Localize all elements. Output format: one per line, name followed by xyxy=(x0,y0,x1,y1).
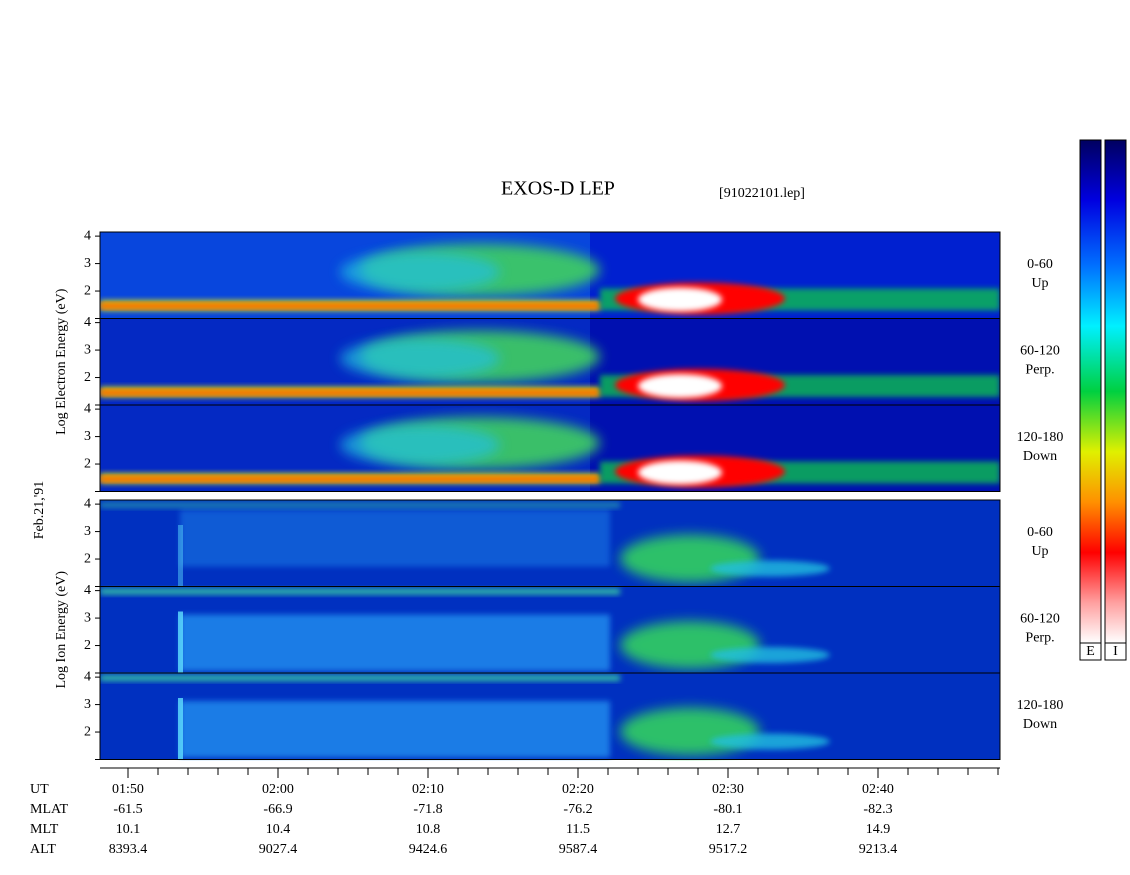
ephemeris-label: UT xyxy=(30,782,49,797)
y-tick-label: 4 xyxy=(84,228,91,243)
y-tick-label: 3 xyxy=(84,429,91,444)
ephemeris-value: 02:30 xyxy=(712,782,744,797)
spectrogram-region xyxy=(180,614,610,671)
panel-label: 60-120 xyxy=(1020,612,1060,627)
y-tick-label: 2 xyxy=(84,283,91,298)
chart-title: EXOS-D LEP xyxy=(501,178,615,200)
panel-sublabel: Perp. xyxy=(1025,631,1054,646)
y-tick-label: 4 xyxy=(84,401,91,416)
spectrogram-feature xyxy=(710,560,830,577)
ephemeris-value: 9517.2 xyxy=(709,842,748,857)
y-axis-label: Log Ion Energy (eV) xyxy=(54,571,69,689)
ephemeris-value: 8393.4 xyxy=(109,842,148,857)
chart-subtitle: [91022101.lep] xyxy=(719,186,805,201)
panel-label: 120-180 xyxy=(1017,430,1064,445)
ephemeris-value: -80.1 xyxy=(713,802,742,817)
spectrogram-feature xyxy=(340,338,500,379)
colorbar xyxy=(1104,139,1127,644)
spectrogram-feature xyxy=(100,675,620,681)
ephemeris-value: 14.9 xyxy=(866,822,891,837)
y-tick-label: 3 xyxy=(84,342,91,357)
spectrogram-feature xyxy=(100,588,620,595)
ephemeris-value: 12.7 xyxy=(716,822,741,837)
colorbar-label: E xyxy=(1086,644,1095,659)
ephemeris-value: 01:50 xyxy=(112,782,144,797)
ephemeris-label: MLAT xyxy=(30,802,69,817)
spectrogram-feature xyxy=(340,425,500,465)
y-tick-label: 2 xyxy=(84,456,91,471)
panel-label: 0-60 xyxy=(1027,525,1053,540)
ephemeris-value: 02:10 xyxy=(412,782,444,797)
y-tick-label: 2 xyxy=(84,724,91,739)
ephemeris-value: 10.1 xyxy=(116,822,141,837)
ephemeris-value: 9587.4 xyxy=(559,842,598,857)
date-label: Feb.21,'91 xyxy=(32,481,47,540)
ephemeris-value: -76.2 xyxy=(563,802,592,817)
spectrogram-feature xyxy=(710,733,830,750)
ephemeris-value: 9424.6 xyxy=(409,842,448,857)
ephemeris-label: ALT xyxy=(30,842,56,857)
panel-label: 60-120 xyxy=(1020,344,1060,359)
spectrogram-feature xyxy=(178,525,183,587)
spectrogram-region xyxy=(180,701,610,758)
y-tick-label: 3 xyxy=(84,524,91,539)
spectrogram-feature xyxy=(638,287,722,312)
y-tick-label: 3 xyxy=(84,610,91,625)
panel-sublabel: Up xyxy=(1031,544,1048,559)
ephemeris-value: 02:00 xyxy=(262,782,294,797)
panel-sublabel: Up xyxy=(1031,276,1048,291)
spectrogram-layer xyxy=(100,232,1000,491)
ephemeris-value: -71.8 xyxy=(413,802,442,817)
panel-frame xyxy=(99,404,1001,492)
ephemeris-label: MLT xyxy=(30,822,59,837)
colorbar-label-box xyxy=(1079,642,1102,661)
panel-label: 0-60 xyxy=(1027,257,1053,272)
colorbar-label-box xyxy=(1104,642,1127,661)
spectrogram-layer xyxy=(100,500,1000,760)
y-tick-label: 4 xyxy=(84,315,91,330)
ephemeris-value: 02:40 xyxy=(862,782,894,797)
panel-label: 120-180 xyxy=(1017,698,1064,713)
y-axis-label: Log Electron Energy (eV) xyxy=(54,288,69,435)
ephemeris-value: 10.8 xyxy=(416,822,441,837)
ephemeris-value: 02:20 xyxy=(562,782,594,797)
y-tick-label: 2 xyxy=(84,551,91,566)
y-tick-label: 3 xyxy=(84,256,91,271)
spectrogram-feature xyxy=(100,390,600,395)
y-tick-label: 4 xyxy=(84,669,91,684)
y-tick-label: 2 xyxy=(84,370,91,385)
ephemeris-value: 9213.4 xyxy=(859,842,898,857)
y-tick-label: 2 xyxy=(84,638,91,653)
panel-sublabel: Perp. xyxy=(1025,363,1054,378)
spectrogram-feature xyxy=(638,374,722,398)
ephemeris-value: -82.3 xyxy=(863,802,892,817)
ephemeris-value: 11.5 xyxy=(566,822,590,837)
spectrogram-feature xyxy=(100,502,620,508)
colorbar-label: I xyxy=(1113,644,1118,659)
panel-frame xyxy=(99,672,1001,760)
spectrogram-feature xyxy=(178,611,183,673)
spectrogram-feature xyxy=(178,698,183,760)
spectrogram-feature xyxy=(100,303,600,309)
y-tick-label: 3 xyxy=(84,697,91,712)
spectrogram-region xyxy=(180,510,610,567)
ephemeris-value: -66.9 xyxy=(263,802,292,817)
panel-sublabel: Down xyxy=(1023,717,1057,732)
y-tick-label: 4 xyxy=(84,496,91,511)
ephemeris-value: -61.5 xyxy=(113,802,142,817)
ephemeris-value: 9027.4 xyxy=(259,842,298,857)
ephemeris-value: 10.4 xyxy=(266,822,291,837)
spectrogram-feature xyxy=(340,252,500,292)
spectrogram-feature xyxy=(100,476,600,482)
panel-sublabel: Down xyxy=(1023,449,1057,464)
y-tick-label: 4 xyxy=(84,583,91,598)
spectrogram-feature xyxy=(638,460,722,485)
spectrogram-feature xyxy=(710,647,830,663)
colorbar xyxy=(1079,139,1102,644)
